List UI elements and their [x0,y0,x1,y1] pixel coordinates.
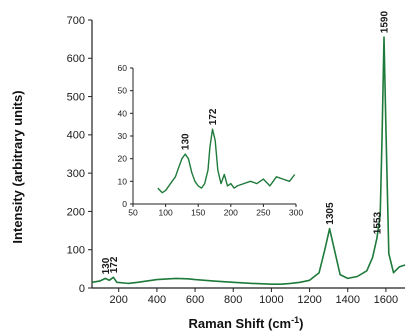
inset-x-tick-label: 100 [159,208,173,218]
main-peak-label: 1305 [325,202,336,225]
main-peak-label: 1553 [372,212,383,235]
main-x-tick-label: 1600 [374,294,398,306]
x-axis-label-close: ) [299,316,303,331]
inset-y-tick-label: 30 [118,131,128,141]
inset-x-tick-label: 50 [128,208,138,218]
main-y-tick-label: 0 [79,283,85,295]
main-x-tick-label: 1000 [259,294,283,306]
inset-x-tick-label: 150 [191,208,205,218]
main-y-tick-label: 600 [67,53,85,65]
inset-spectrum-line [157,128,296,194]
main-peak-label: 1590 [380,11,391,34]
main-spectrum-line [91,36,406,286]
main-x-tick-label: 1400 [336,294,360,306]
x-axis-label-main: Raman Shift (cm [189,316,292,331]
x-axis-label-superscript: -1 [291,315,299,325]
main-x-tick-label: 400 [148,294,166,306]
main-y-tick-label: 100 [67,245,85,257]
inset-y-tick-label: 50 [118,86,128,96]
inset-axes: 50 100 150 200 250 300 0 10 20 30 40 50 60 130 172 [118,63,304,218]
main-y-tick-label: 400 [67,130,85,142]
inset-x-tick-label: 250 [256,208,270,218]
inset-x-tick-label: 200 [224,208,238,218]
main-axes: 200 400 600 800 1000 1200 1400 1600010020030040… [67,11,406,306]
inset-peak-label: 172 [208,108,219,125]
main-x-tick-label: 200 [110,294,128,306]
main-y-tick-label: 300 [67,168,85,180]
main-y-tick-label: 700 [67,15,85,27]
y-axis-label: Intensity (arbitrary units) [10,90,25,243]
main-x-tick-label: 1200 [297,294,321,306]
x-axis-label: Raman Shift (cm-1) [189,315,304,331]
inset-y-tick-label: 0 [122,199,127,209]
inset-peak-label: 130 [181,133,192,150]
inset-y-tick-label: 40 [118,108,128,118]
inset-y-tick-label: 20 [118,154,128,164]
main-peak-label: 172 [109,256,120,273]
inset-y-tick-label: 60 [118,63,128,73]
main-y-tick-label: 200 [67,206,85,218]
main-y-tick-label: 500 [67,91,85,103]
main-x-tick-label: 800 [224,294,242,306]
inset-y-tick-label: 10 [118,176,128,186]
inset-x-tick-label: 300 [289,208,303,218]
main-x-tick-label: 600 [186,294,204,306]
main-peak-label: 130 [101,257,112,274]
